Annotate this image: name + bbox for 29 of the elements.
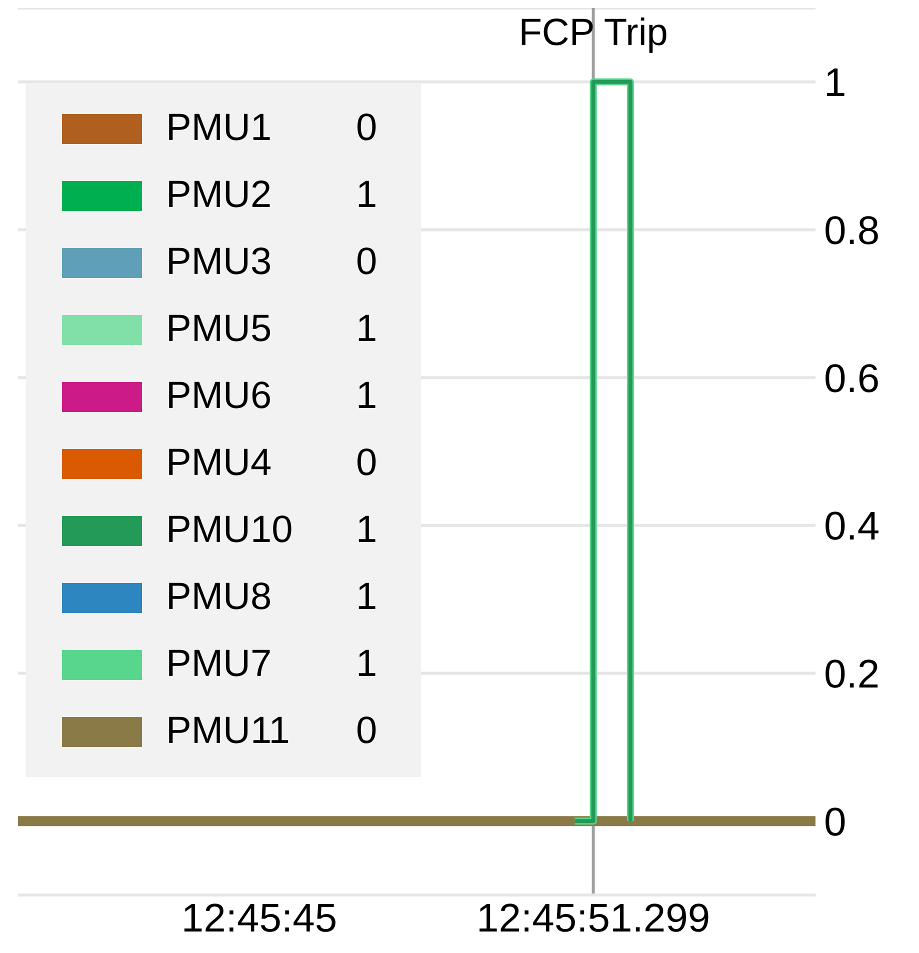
x-tick-label: 12:45:51.299 [476,896,710,940]
y-tick-label: 0 [824,800,846,844]
annotation: 1 [356,308,378,351]
y-tick-label: 0.4 [824,504,880,549]
legend-label: PMU11 [166,710,291,753]
x-tick-label: 12:45:45 [181,896,338,940]
legend-label: PMU7 [166,643,273,686]
legend-label: PMU6 [166,375,273,418]
annotation: 0 [356,710,378,753]
legend-label: PMU5 [166,308,273,351]
legend-label: PMU3 [166,241,273,284]
y-tick-label: 0.6 [824,356,880,401]
annotation: 1 [356,174,378,217]
ref-line-label: FCP Trip [518,12,668,54]
annotation: 1 [356,643,378,686]
legend-label: PMU8 [166,576,273,619]
y-tick-label: 0.2 [824,652,880,696]
legend-label: PMU2 [166,174,273,217]
legend-label: PMU4 [166,442,273,485]
legend-label: PMU10 [166,509,294,552]
annotation: 0 [356,241,378,284]
annotation: 1 [356,576,378,619]
legend-label: PMU1 [166,107,273,150]
annotation: 1 [356,375,378,418]
annotation: 0 [356,107,378,150]
y-tick-label: 0.8 [824,208,880,253]
annotation: 0 [356,442,378,485]
y-tick-label: 1 [824,61,846,106]
annotation: 1 [356,509,378,552]
